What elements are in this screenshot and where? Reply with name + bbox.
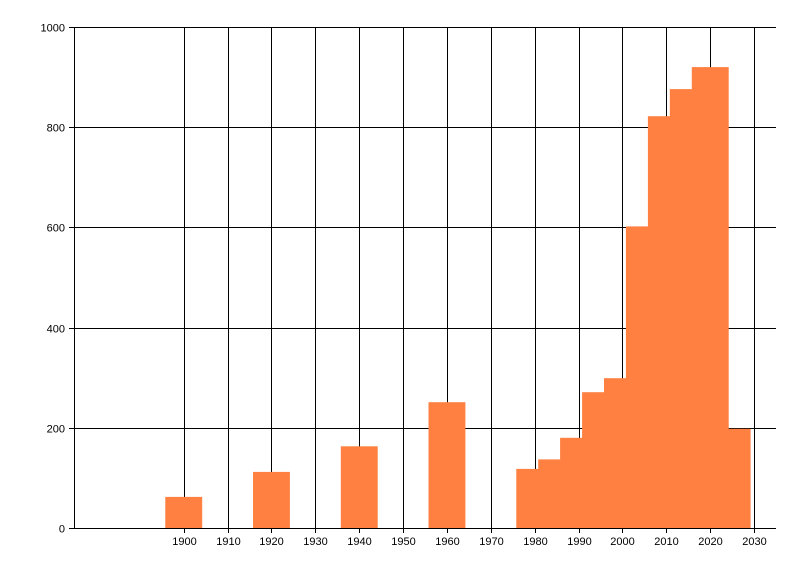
x-tick-label: 1960 bbox=[435, 536, 459, 548]
x-tick-label: 1950 bbox=[391, 536, 415, 548]
x-tick-label: 1990 bbox=[567, 536, 591, 548]
y-tick-label: 1000 bbox=[41, 23, 65, 35]
axes bbox=[69, 27, 776, 533]
tick-labels: 1900 1910 1920 1930 1940 1950 1960 1970 1980 1990… bbox=[41, 23, 767, 549]
x-tick-label: 2030 bbox=[742, 536, 766, 548]
x-tick-label: 1980 bbox=[523, 536, 547, 548]
y-tick-label: 400 bbox=[47, 324, 65, 336]
x-tick-label: 1900 bbox=[172, 536, 196, 548]
y-tick-label: 200 bbox=[47, 424, 65, 436]
y-tick-label: 600 bbox=[47, 223, 65, 235]
y-tick-label: 800 bbox=[47, 123, 65, 135]
bars bbox=[165, 67, 751, 528]
bar-1960 bbox=[428, 402, 466, 528]
x-tick-label: 2000 bbox=[610, 536, 634, 548]
bar-1900 bbox=[165, 496, 203, 528]
x-tick-label: 1930 bbox=[303, 536, 327, 548]
x-tick-label: 1920 bbox=[259, 536, 283, 548]
x-tick-label: 2020 bbox=[698, 536, 722, 548]
bar-2025 bbox=[713, 428, 751, 528]
x-tick-label: 1940 bbox=[347, 536, 371, 548]
x-tick-label: 1970 bbox=[479, 536, 503, 548]
x-tick-label: 1910 bbox=[216, 536, 240, 548]
x-tick-label: 2010 bbox=[654, 536, 678, 548]
y-tick-label: 0 bbox=[59, 524, 65, 536]
bar-1940 bbox=[340, 446, 378, 528]
bar-1920 bbox=[253, 471, 290, 528]
